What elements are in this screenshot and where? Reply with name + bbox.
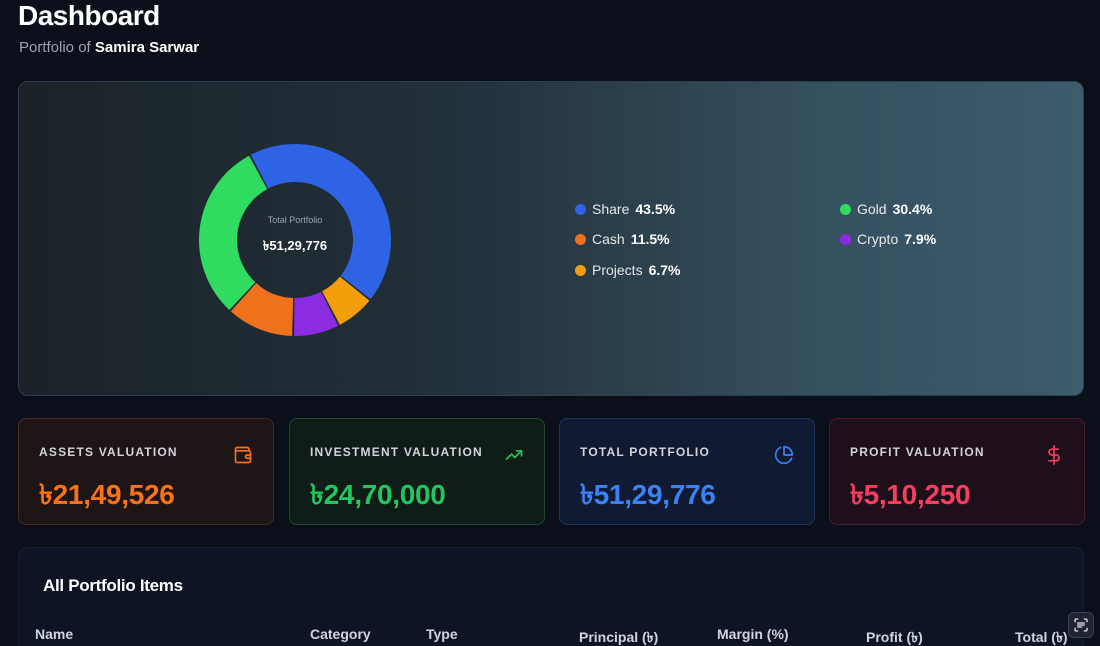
portfolio-items-panel: All Portfolio Items Name Category Type P… [18,547,1084,646]
column-header-category[interactable]: Category [310,626,371,642]
investment-valuation-value: ৳24,70,000 [310,479,446,510]
legend-pct: 7.9% [904,231,937,247]
pie-chart-icon [774,445,794,465]
trending-up-icon [505,450,523,460]
column-header-name[interactable]: Name [35,626,74,642]
portfolio-chart-panel: Total Portfolio ৳51,29,776 Share 43.5% G… [18,81,1084,396]
legend-item-share[interactable]: Share 43.5% [575,200,675,218]
dollar-icon [1048,445,1060,465]
assets-valuation-card[interactable]: ASSETS VALUATION ৳21,49,526 [18,418,274,525]
donut-slice-cash[interactable] [230,283,294,336]
legend-name: Share [592,201,630,217]
legend-pct: 43.5% [635,201,676,217]
donut-center-value: ৳51,29,776 [262,237,328,253]
scan-text-icon [1074,618,1088,632]
legend-dot-projects [575,264,586,276]
legend-name: Crypto [857,231,899,247]
scan-text-button[interactable] [1068,612,1094,638]
legend-item-crypto[interactable]: Crypto 7.9% [840,230,936,248]
profit-valuation-label: PROFIT VALUATION [850,445,985,459]
legend-item-gold[interactable]: Gold 30.4% [840,200,932,218]
assets-valuation-value: ৳21,49,526 [39,479,175,510]
legend-name: Cash [592,231,625,247]
profit-valuation-card[interactable]: PROFIT VALUATION ৳5,10,250 [829,418,1085,525]
subtitle-prefix: Portfolio of [19,39,91,56]
total-portfolio-card[interactable]: TOTAL PORTFOLIO ৳51,29,776 [559,418,815,525]
wallet-icon [234,446,252,464]
portfolio-owner: Samira Sarwar [94,39,200,56]
legend-item-projects[interactable]: Projects 6.7% [575,261,681,279]
column-header-type[interactable]: Type [426,626,458,642]
column-header-total[interactable]: Total (৳) [1015,629,1068,645]
legend-dot-crypto [840,233,851,245]
legend-name: Gold [857,201,887,217]
column-header-margin[interactable]: Margin (%) [717,626,789,642]
legend-pct: 6.7% [648,262,681,278]
donut-slice-projects[interactable] [322,276,370,325]
donut-center-label: Total Portfolio [267,214,323,225]
page-title: Dashboard [18,0,160,31]
investment-valuation-label: INVESTMENT VALUATION [310,445,483,459]
legend-dot-share [575,203,586,215]
total-portfolio-value: ৳51,29,776 [580,479,716,510]
investment-valuation-card[interactable]: INVESTMENT VALUATION ৳24,70,000 [289,418,545,525]
portfolio-donut-chart[interactable]: Total Portfolio ৳51,29,776 [195,140,395,340]
legend-pct: 30.4% [892,201,933,217]
column-header-profit[interactable]: Profit (৳) [866,629,923,645]
page-subtitle: Portfolio of Samira Sarwar [19,38,199,58]
column-header-principal[interactable]: Principal (৳) [579,629,659,645]
donut-slice-gold[interactable] [199,155,268,311]
assets-valuation-label: ASSETS VALUATION [39,445,178,459]
profit-valuation-value: ৳5,10,250 [850,479,971,510]
donut-svg [199,144,391,336]
legend-pct: 11.5% [630,231,670,247]
legend-dot-cash [575,233,586,245]
donut-slice-share[interactable] [250,144,391,300]
legend-item-cash[interactable]: Cash 11.5% [575,230,670,248]
legend-dot-gold [840,203,851,215]
portfolio-items-title: All Portfolio Items [43,576,183,595]
legend-name: Projects [592,262,643,278]
donut-slice-crypto[interactable] [294,291,339,336]
donut-center: Total Portfolio ৳51,29,776 [195,140,395,340]
total-portfolio-label: TOTAL PORTFOLIO [580,445,710,459]
